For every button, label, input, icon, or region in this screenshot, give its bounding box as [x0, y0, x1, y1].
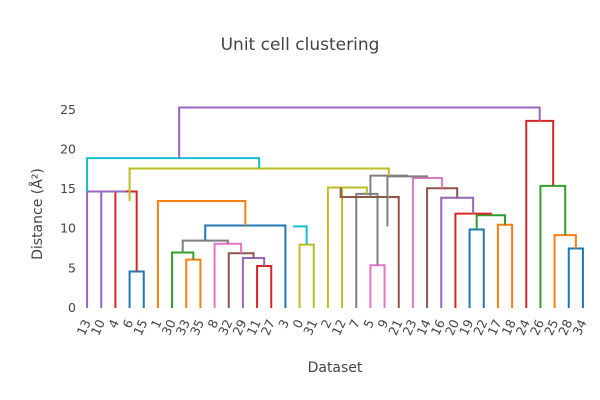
y-tick-label: 20 [60, 141, 76, 156]
y-axis-label: Distance (Å²) [29, 168, 46, 260]
dendrogram-link [411, 176, 444, 308]
x-tick-label: 30 [158, 317, 178, 338]
y-tick-label: 15 [60, 181, 76, 196]
dendrogram-link [171, 251, 195, 308]
dendrogram-link [386, 175, 429, 227]
x-tick-label: 29 [229, 317, 249, 338]
x-tick-label: 25 [541, 317, 561, 338]
dendrogram-link [128, 270, 145, 308]
x-tick-label: 22 [470, 317, 490, 338]
x-tick-label: 34 [569, 317, 589, 338]
branches-group [86, 106, 584, 308]
x-tick-label: 28 [555, 317, 575, 338]
x-tick-label: 33 [173, 317, 193, 338]
dendrogram-link [496, 223, 514, 308]
x-tick-label: 19 [456, 317, 476, 338]
x-tick-label: 12 [328, 317, 348, 338]
x-tick-label: 31 [300, 317, 320, 338]
dendrogram-link [227, 252, 255, 308]
x-tick-label: 15 [130, 317, 150, 338]
x-tick-label: 10 [88, 317, 108, 338]
x-tick-label: 14 [413, 317, 433, 338]
x-tick-label: 21 [385, 317, 405, 338]
x-tick-label: 17 [484, 317, 504, 338]
y-tick-label: 0 [68, 300, 76, 315]
x-axis-label: Dataset [308, 360, 363, 376]
chart-title: Unit cell clustering [221, 35, 380, 55]
y-tick-label: 10 [60, 221, 76, 236]
dendrogram-link [454, 212, 492, 308]
dendrogram-link [468, 228, 485, 308]
x-tick-label: 35 [187, 317, 207, 338]
dendrogram-link [114, 190, 138, 308]
dendrogram-link [355, 192, 379, 308]
dendrogram-link [369, 174, 409, 198]
dendrogram-link [86, 157, 261, 192]
dendrogram-link [567, 247, 584, 308]
dendrogram-link [553, 234, 577, 308]
x-tick-label: 23 [399, 317, 419, 338]
x-tick-label: 32 [215, 317, 235, 338]
dendrogram-link [341, 186, 368, 308]
dendrogram-link [326, 186, 355, 308]
dendrogram-link [181, 239, 229, 253]
y-tick-label: 25 [60, 102, 76, 117]
dendrogram-link [256, 264, 273, 308]
dendrogram-link [100, 190, 127, 308]
x-tick-label: 24 [513, 317, 533, 338]
dendrogram-link [298, 243, 315, 308]
dendrogram-link [178, 106, 541, 159]
x-tick-label: 18 [498, 317, 518, 338]
dendrogram-link [204, 224, 287, 308]
y-tick-label: 5 [68, 260, 76, 275]
dendrogram-link [440, 196, 475, 308]
y-axis: 0 5 10 15 20 25 [60, 102, 76, 315]
x-tick-label: 13 [73, 317, 93, 338]
dendrogram-link [292, 225, 308, 245]
dendrogram-link [539, 184, 567, 308]
x-axis: 1310461513033358322911273031212759212314… [73, 317, 589, 338]
dendrogram-link [369, 264, 386, 308]
x-tick-label: 27 [258, 317, 278, 338]
dendrogram-link [185, 258, 202, 308]
dendrogram-link [475, 214, 506, 230]
x-tick-label: 26 [527, 317, 547, 338]
x-tick-label: 20 [442, 317, 462, 338]
x-tick-label: 16 [428, 317, 448, 338]
dendrogram-link [156, 199, 247, 308]
x-tick-label: 11 [243, 317, 263, 338]
